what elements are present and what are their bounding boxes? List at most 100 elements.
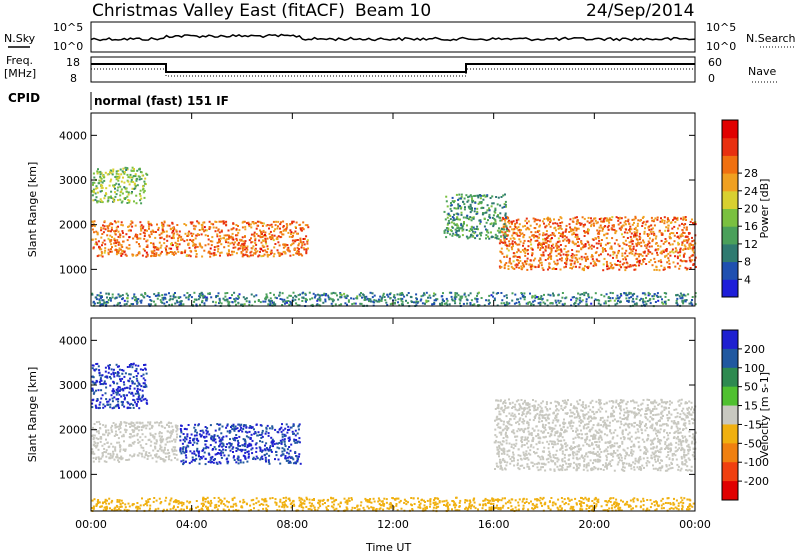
velocity-cell	[286, 456, 289, 459]
power-cell	[134, 173, 137, 176]
velocity-cell	[182, 438, 185, 441]
power-cell	[260, 255, 263, 258]
velocity-cell	[101, 444, 104, 447]
velocity-cell	[236, 457, 239, 460]
power-cell	[505, 301, 508, 304]
power-cell	[443, 300, 445, 303]
power-cell	[603, 257, 606, 260]
power-cell	[489, 223, 492, 226]
velocity-cell	[100, 379, 103, 382]
velocity-cell	[92, 438, 95, 441]
power-cell	[344, 302, 347, 305]
power-cell	[538, 241, 541, 244]
power-cell	[284, 245, 287, 248]
power-cell	[235, 303, 237, 306]
velocity-cell	[95, 437, 98, 440]
power-cell	[597, 237, 600, 240]
velocity-cell	[267, 459, 270, 462]
velocity-cell	[147, 455, 150, 458]
power-cell	[524, 252, 527, 255]
power-cell	[579, 296, 582, 299]
velocity-cell	[287, 425, 290, 428]
power-cell	[514, 242, 517, 245]
power-cell	[201, 224, 204, 227]
power-cell	[527, 245, 530, 248]
power-cell	[351, 303, 354, 306]
power-cell	[187, 242, 190, 245]
velocity-cell	[112, 371, 115, 374]
power-cell	[515, 221, 518, 224]
power-cell	[684, 294, 687, 297]
velocity-cell	[108, 456, 111, 459]
power-cell	[647, 226, 650, 229]
power-cell	[248, 255, 251, 258]
velocity-cell	[191, 458, 194, 461]
velocity-cell	[117, 437, 120, 440]
velocity-cell	[209, 459, 212, 462]
power-cell	[178, 304, 181, 307]
power-colorbar-label: 24	[744, 185, 758, 198]
power-cell	[269, 302, 272, 305]
power-cell	[268, 224, 271, 227]
power-cell	[286, 296, 289, 299]
power-cell	[219, 254, 221, 257]
power-cell	[634, 234, 637, 237]
power-cell	[493, 297, 496, 300]
power-cell	[605, 237, 608, 240]
power-cell	[610, 247, 613, 250]
power-cell	[297, 244, 300, 247]
power-cell	[308, 291, 311, 294]
power-cell	[278, 244, 281, 247]
power-cell	[584, 223, 586, 226]
power-cell	[620, 294, 623, 297]
power-cell	[212, 300, 215, 303]
power-cell	[178, 236, 181, 239]
velocity-cell	[182, 459, 185, 462]
power-cell	[521, 249, 524, 251]
power-ylabel: Slant Range [km]	[26, 162, 39, 258]
power-cell	[288, 250, 291, 253]
velocity-cell	[235, 434, 238, 436]
power-cell	[634, 215, 637, 218]
power-cell	[677, 251, 680, 254]
velocity-cell	[107, 364, 110, 367]
power-cell	[635, 249, 637, 252]
power-cell	[98, 179, 101, 182]
power-cell	[400, 299, 403, 302]
freq-label-line1: Freq.	[6, 54, 33, 67]
power-cell	[271, 234, 274, 237]
velocity-cell	[633, 401, 636, 404]
velocity-cell	[249, 426, 252, 429]
velocity-cell	[144, 435, 147, 438]
power-cell	[650, 228, 653, 231]
power-cell	[117, 169, 120, 172]
power-cell	[150, 233, 153, 236]
power-cell	[164, 247, 167, 249]
power-cell	[584, 259, 587, 262]
velocity-cell	[596, 424, 599, 427]
power-cell	[110, 190, 113, 193]
power-cell	[532, 259, 535, 262]
velocity-cell	[104, 426, 107, 428]
power-cell	[302, 238, 305, 240]
power-cell	[612, 266, 615, 269]
power-cell	[109, 230, 112, 233]
power-cell	[645, 247, 648, 250]
power-cell	[457, 205, 460, 208]
velocity-cell	[135, 404, 138, 407]
velocity-cell	[216, 463, 219, 465]
velocity-cell	[130, 421, 133, 424]
power-cell	[519, 240, 522, 243]
velocity-cell	[116, 453, 119, 456]
power-cell	[143, 196, 146, 199]
power-cell	[275, 297, 278, 300]
power-cell	[625, 294, 628, 297]
power-cell	[690, 244, 693, 246]
power-cell	[639, 253, 642, 256]
power-cell	[133, 183, 136, 186]
velocity-cell	[120, 457, 123, 460]
velocity-cell	[117, 386, 120, 388]
power-cell	[364, 298, 367, 301]
power-cell	[633, 228, 636, 230]
power-cell	[346, 303, 348, 306]
